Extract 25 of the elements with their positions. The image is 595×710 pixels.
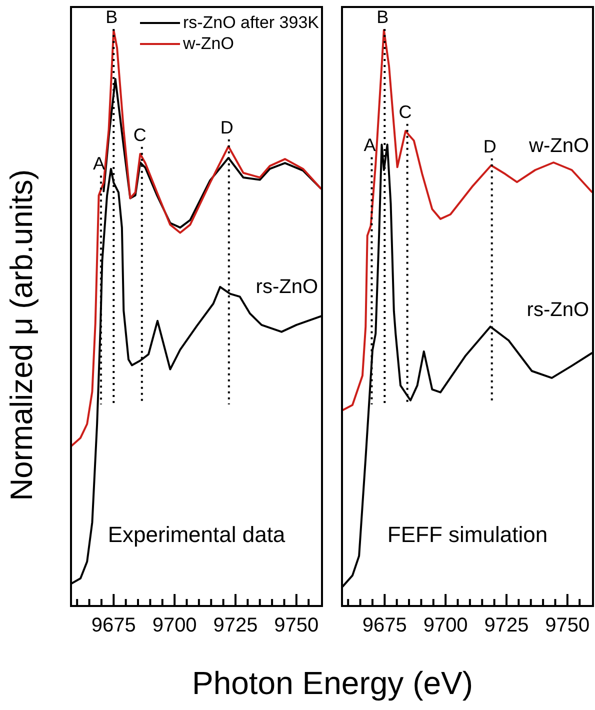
- x-tick-label: 9750: [274, 614, 319, 637]
- ref-line-label: A: [92, 154, 105, 174]
- x-tick-label: 9675: [362, 614, 407, 637]
- ref-line-label: A: [364, 135, 376, 156]
- annotation: FEFF simulation: [387, 522, 548, 548]
- x-tick-label: 9675: [91, 614, 136, 637]
- legend-label: rs-ZnO after 393K: [182, 12, 319, 33]
- ref-line-label: D: [483, 136, 496, 156]
- ref-line-label: B: [106, 6, 118, 27]
- y-axis-title: Normalized μ (arb.units): [4, 169, 40, 501]
- x-tick-label: 9700: [152, 614, 197, 637]
- x-tick-label: 9750: [545, 614, 590, 637]
- ref-line-label: D: [220, 117, 234, 138]
- ref-line-label: C: [133, 124, 146, 145]
- annotation: rs-ZnO: [256, 276, 318, 298]
- x-tick-label: 9700: [423, 614, 468, 637]
- ref-line-label: C: [398, 102, 412, 122]
- series-label: rs-ZnO: [526, 299, 589, 322]
- legend-label: w-ZnO: [182, 33, 234, 54]
- ref-line-label: B: [376, 6, 389, 27]
- x-tick-label: 9725: [213, 614, 258, 637]
- x-axis-title: Photon Energy (eV): [190, 665, 474, 702]
- series-label: w-ZnO: [528, 135, 589, 158]
- x-tick-label: 9725: [484, 614, 529, 637]
- annotation: Experimental data: [108, 522, 286, 548]
